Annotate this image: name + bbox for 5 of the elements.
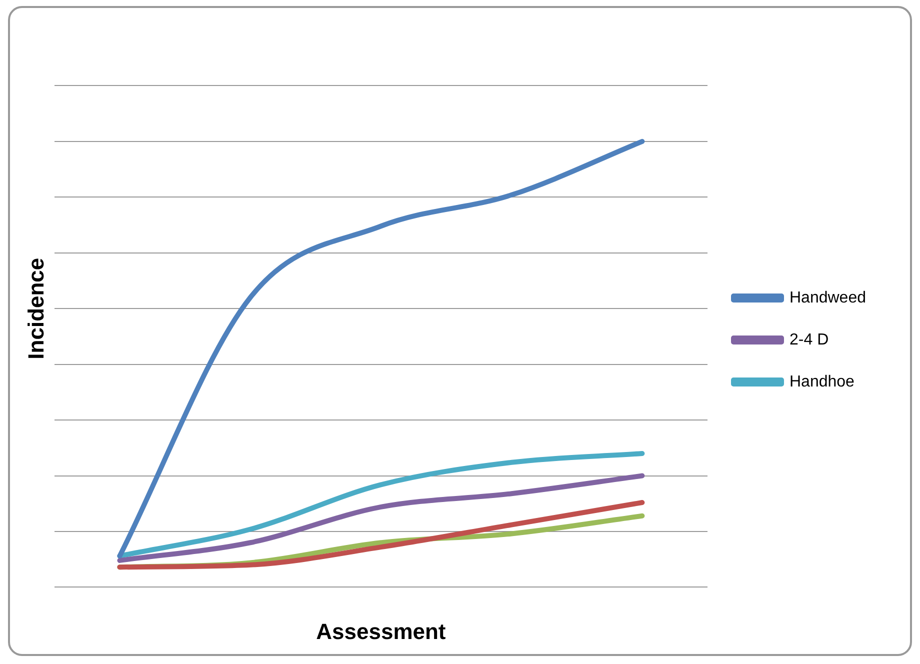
y-axis-title: Incidence [23, 258, 48, 360]
legend-label: Handhoe [790, 373, 855, 390]
legend-label: 2-4 D [790, 331, 829, 348]
x-axis-title: Assessment [316, 618, 446, 644]
legend-label: Handweed [790, 289, 866, 306]
